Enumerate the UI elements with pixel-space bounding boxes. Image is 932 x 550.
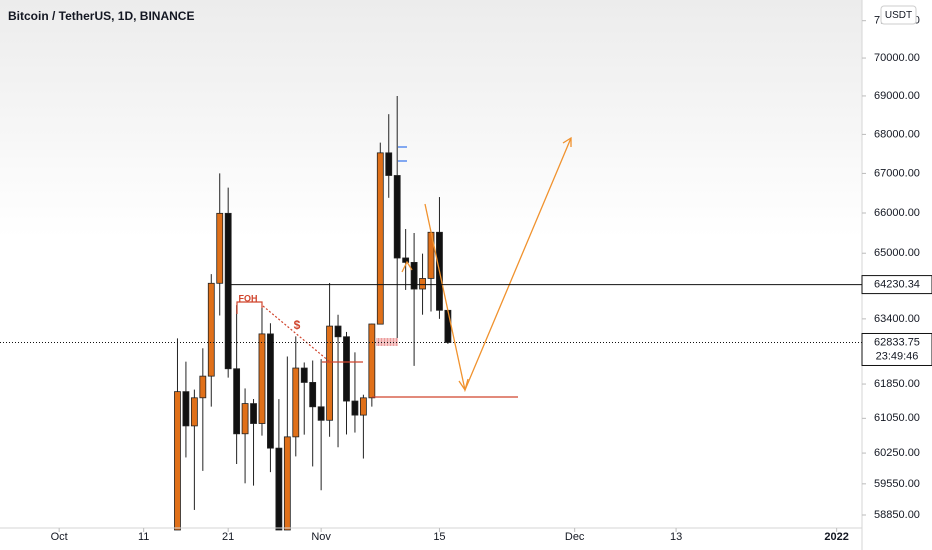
- y-tick-label: 67000.00: [874, 167, 920, 179]
- arrow-head: [562, 136, 572, 147]
- currency-label: USDT: [885, 10, 912, 21]
- last-price-label: 62833.75: [874, 336, 920, 348]
- level-label-box: [861, 275, 932, 295]
- candle-body: [292, 367, 300, 438]
- candle-body: [182, 391, 190, 427]
- candle-body: [309, 382, 317, 408]
- level-label: 64230.34: [874, 278, 920, 290]
- y-tick-label: 66000.00: [874, 207, 920, 219]
- candle-body: [224, 212, 232, 370]
- candle-body: [250, 403, 257, 424]
- candle-body: [410, 261, 418, 290]
- candle-body: [376, 152, 384, 325]
- x-tick-label: Dec: [565, 531, 585, 543]
- candle-body: [393, 175, 401, 259]
- candle-body: [241, 403, 249, 435]
- candle-body: [300, 367, 308, 383]
- x-tick-label: 11: [138, 531, 149, 543]
- candle-body: [283, 436, 291, 531]
- candle-body: [368, 323, 376, 399]
- x-tick-label: 13: [670, 531, 682, 543]
- y-tick-label: 63400.00: [874, 313, 920, 325]
- candle-body: [334, 325, 342, 338]
- foh-label: FOH: [239, 293, 258, 303]
- y-tick-label: 60250.00: [874, 447, 920, 459]
- y-tick-label: 59550.00: [874, 478, 920, 490]
- y-tick-label: 70000.00: [874, 52, 920, 64]
- candle-body: [444, 309, 452, 343]
- candle-body: [343, 336, 350, 402]
- liquidity-label: $: [294, 318, 301, 332]
- last-price-box: [861, 332, 932, 366]
- candle-body: [402, 257, 410, 263]
- candle-body: [419, 278, 426, 290]
- currency-badge: [880, 5, 917, 25]
- arrow-head: [458, 378, 469, 392]
- candle-body: [267, 333, 274, 449]
- candle-body: [275, 447, 283, 531]
- y-tick-label: 61050.00: [874, 412, 920, 424]
- dotted-path: [262, 305, 331, 363]
- foh-line: [236, 301, 263, 314]
- candle-body: [174, 391, 181, 531]
- x-tick-label: Nov: [311, 531, 331, 543]
- candle-body: [233, 368, 241, 435]
- candle-body: [351, 400, 359, 416]
- candle-body: [258, 333, 266, 424]
- x-tick-label: 21: [222, 531, 234, 543]
- arrow-head: [401, 260, 413, 273]
- candle-body: [326, 325, 333, 421]
- y-tick-label: 65000.00: [874, 247, 920, 259]
- x-tick-label: 15: [433, 531, 445, 543]
- y-tick-label: 68000.00: [874, 128, 920, 140]
- x-tick-label: Oct: [51, 531, 68, 543]
- candle-body: [317, 406, 325, 421]
- candle-body: [190, 397, 198, 427]
- candle-body: [359, 397, 367, 416]
- candle-body: [199, 375, 207, 399]
- countdown: 23:49:46: [876, 350, 919, 362]
- candle-body: [207, 282, 215, 377]
- candle-body: [216, 212, 224, 284]
- candle-body: [385, 152, 393, 176]
- price-axis-background: [862, 0, 932, 550]
- y-tick-label: 58850.00: [874, 509, 920, 521]
- marks: [174, 95, 452, 531]
- chart-title: Bitcoin / TetherUS, 1D, BINANCE: [8, 9, 194, 23]
- y-tick-label: 61850.00: [874, 378, 920, 390]
- x-tick-label: 2022: [824, 531, 848, 543]
- y-tick-label: 69000.00: [874, 90, 920, 102]
